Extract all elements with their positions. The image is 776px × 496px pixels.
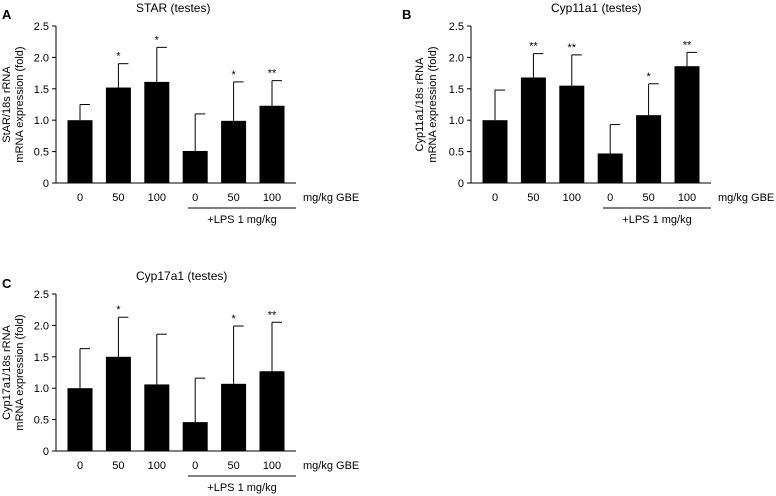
y-tick-label: 2.5 (34, 289, 49, 301)
significance-marker: * (646, 71, 651, 83)
y-tick-label: 0 (43, 446, 49, 458)
significance-marker: ** (268, 68, 277, 80)
y-tick-label: 0.5 (34, 415, 49, 427)
y-tick-label: 0 (43, 178, 49, 190)
y-tick-label: 2.5 (34, 21, 49, 33)
x-tick-label: 50 (527, 192, 539, 204)
group-label: +LPS 1 mg/kg (207, 482, 276, 494)
x-tick-label: 100 (148, 192, 166, 204)
y-tick-label: 0.5 (449, 147, 464, 159)
chart-panel-b: B Cyp11a1 (testes) Cyp11a1/18s rRNA mRNA ex… (402, 1, 774, 226)
y-tick-label: 1.5 (34, 352, 49, 364)
y-axis-label: StAR/18s rRNA (1, 66, 13, 143)
y-tick-label: 0 (458, 178, 464, 190)
y-tick-label: 1.5 (449, 84, 464, 96)
x-unit-label: mg/kg GBE (303, 460, 359, 472)
y-tick-label: 2.0 (34, 52, 49, 64)
x-tick-label: 0 (192, 460, 198, 472)
bar (636, 115, 662, 183)
x-tick-label: 50 (227, 460, 239, 472)
bar (482, 120, 508, 183)
x-tick-label: 100 (263, 192, 281, 204)
y-tick-label: 1.5 (34, 84, 49, 96)
x-tick-label: 0 (492, 192, 498, 204)
x-tick-label: 50 (227, 192, 239, 204)
significance-marker: * (116, 51, 121, 63)
significance-marker: * (231, 69, 236, 81)
x-tick-label: 0 (607, 192, 613, 204)
chart-title: Cyp17a1 (testes) (136, 269, 227, 283)
panel-label: C (2, 276, 12, 291)
significance-marker: ** (568, 42, 577, 54)
x-tick-label: 50 (112, 460, 124, 472)
bar (259, 371, 285, 451)
significance-marker: ** (268, 309, 277, 321)
y-tick-label: 2.0 (34, 320, 49, 332)
group-label: +LPS 1 mg/kg (622, 214, 691, 226)
x-tick-label: 100 (678, 192, 696, 204)
bar (259, 105, 285, 183)
significance-marker: ** (529, 41, 538, 53)
bar (221, 120, 247, 183)
y-tick-label: 0.5 (34, 147, 49, 159)
x-unit-label: mg/kg GBE (718, 192, 774, 204)
bar (67, 388, 93, 451)
panel-label: B (402, 7, 411, 22)
significance-marker: * (231, 313, 236, 325)
y-axis-label: mRNA expression (fold) (427, 46, 439, 162)
significance-marker: ** (683, 39, 692, 51)
significance-marker: * (116, 304, 121, 316)
x-tick-label: 0 (192, 192, 198, 204)
y-tick-label: 1.0 (449, 115, 464, 127)
significance-marker: * (155, 34, 160, 46)
bar (144, 384, 170, 451)
y-tick-label: 2.5 (449, 21, 464, 33)
panel-label: A (2, 7, 12, 22)
y-tick-label: 1.0 (34, 383, 49, 395)
chart-panel-c: C Cyp17a1 (testes) Cyp17a1/18s rRNA mRNA ex… (1, 269, 359, 494)
bar (221, 383, 247, 451)
y-axis-label: mRNA expression (fold) (14, 46, 26, 162)
y-axis-label: mRNA expression (fold) (14, 314, 26, 430)
y-axis-label: Cyp11a1/18s rRNA (414, 57, 426, 152)
x-tick-label: 0 (77, 460, 83, 472)
bar (182, 422, 208, 451)
bar (674, 66, 700, 183)
bar (105, 356, 131, 451)
y-tick-label: 1.0 (34, 115, 49, 127)
y-tick-label: 2.0 (449, 52, 464, 64)
bar (597, 153, 623, 183)
x-tick-label: 100 (563, 192, 581, 204)
x-tick-label: 50 (642, 192, 654, 204)
chart-title: STAR (testes) (136, 1, 210, 15)
bar (144, 81, 170, 183)
bar (559, 85, 585, 183)
group-label: +LPS 1 mg/kg (207, 214, 276, 226)
bar (520, 77, 546, 183)
chart-title: Cyp11a1 (testes) (551, 1, 642, 15)
y-axis-label: Cyp17a1/18s rRNA (1, 324, 13, 419)
bar (67, 120, 93, 183)
bar (105, 87, 131, 183)
x-tick-label: 100 (148, 460, 166, 472)
chart-panel-a: A STAR (testes) StAR/18s rRNA mRNA expressi… (1, 1, 359, 226)
x-unit-label: mg/kg GBE (303, 192, 359, 204)
x-tick-label: 0 (77, 192, 83, 204)
bar (182, 150, 208, 183)
x-tick-label: 50 (112, 192, 124, 204)
x-tick-label: 100 (263, 460, 281, 472)
